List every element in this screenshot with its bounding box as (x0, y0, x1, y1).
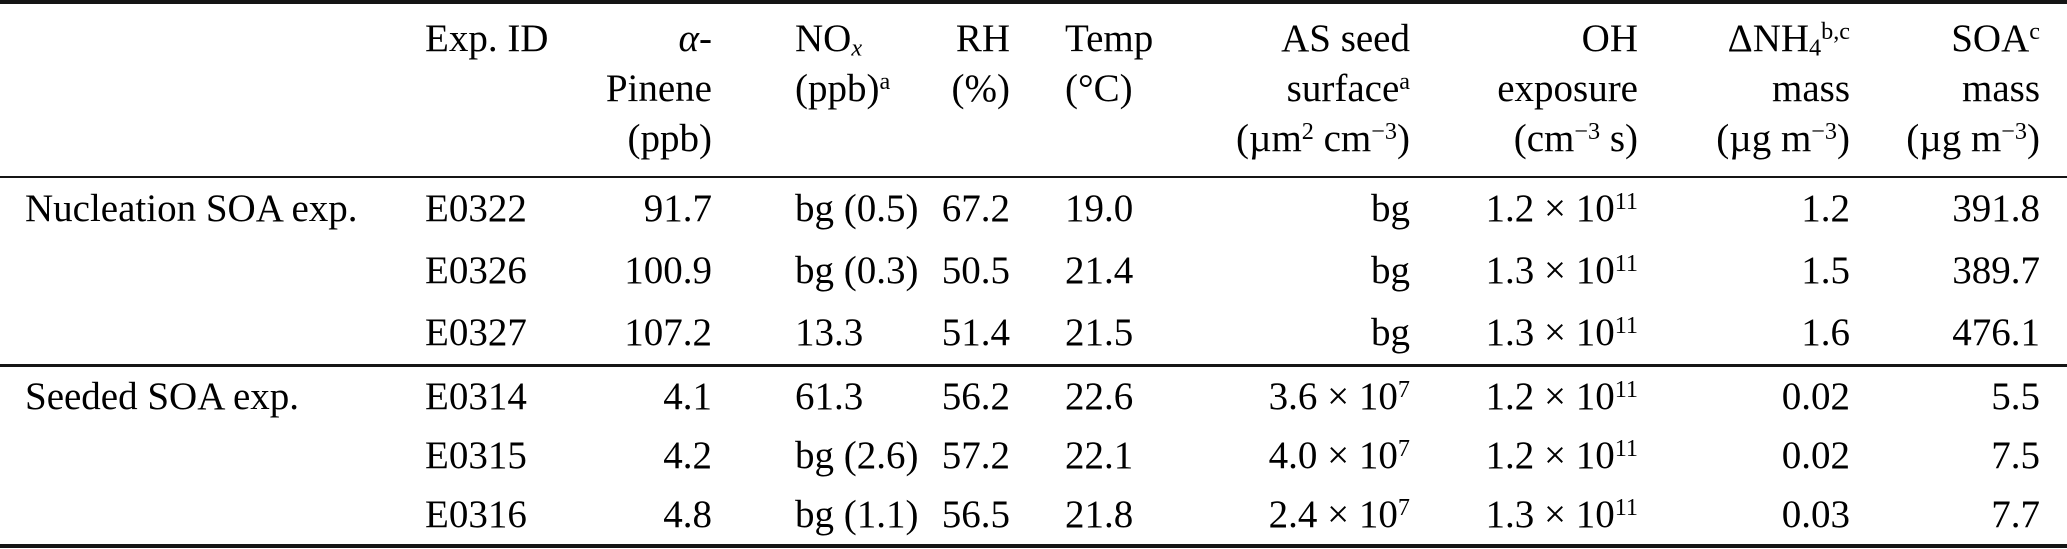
table-section-0: Nucleation SOA exp. E0322 91.7 bg (0.5) 67.2… (0, 177, 2067, 366)
cell-seed: 3.6 × 107 (1150, 364, 1410, 426)
cell-rh: 50.5 (941, 249, 1010, 292)
cell-soa: 7.5 (1991, 434, 2040, 477)
cell-nh4: 0.02 (1638, 364, 1850, 426)
table-row: Seeded SOA exp. E0314 4.1 61.3 56.2 22.6 3.6 ×… (0, 364, 2067, 546)
cell-soa: 7.7 (1991, 493, 2040, 536)
table-row: E0316 4.8 bg (1.1) 56.5 21.8 2.4 × 107 1.3 × 1… (0, 485, 2067, 546)
cell-soa: 391.8 (1952, 187, 2040, 230)
cell-pinene: 91.7 (643, 187, 712, 230)
column-header-temp: Temp (°C) (1010, 2, 1153, 178)
cell-temp: 21.4 (1065, 249, 1134, 292)
cell-nh4: 1.6 (1801, 311, 1850, 354)
cell-rh: 57.2 (941, 434, 1010, 477)
cell-exp_id: E0326 (425, 249, 527, 292)
cell-seed: 2.4 × 107 (1268, 493, 1410, 536)
cell-soa: 476.1 (1952, 311, 2040, 354)
section-label: Nucleation SOA exp. (25, 187, 358, 230)
column-header-nox: NOx (ppb)a (712, 2, 920, 178)
cell-pinene: 107.2 (624, 311, 712, 354)
cell-oh: 1.3 × 1011 (1485, 311, 1638, 354)
column-header-rh: RH (%) (920, 2, 1010, 178)
cell-pinene: 4.2 (663, 434, 712, 477)
cell-nh4: 1.2 (1801, 187, 1850, 230)
table-row: Nucleation SOA exp. E0322 91.7 bg (0.5) 67.2… (0, 177, 2067, 240)
cell-nox: bg (2.6) (795, 434, 919, 477)
column-header-seed: AS seed surfacea (µm2 cm−3) (1150, 2, 1410, 178)
section-label: Seeded SOA exp. (0, 364, 425, 546)
cell-oh: 1.3 × 1011 (1485, 249, 1638, 292)
cell-oh: 1.2 × 1011 (1410, 364, 1638, 426)
cell-soa: 5.5 (1850, 364, 2067, 426)
cell-rh: 56.5 (941, 493, 1010, 536)
cell-pinene: 4.8 (663, 493, 712, 536)
cell-nox: 13.3 (795, 311, 864, 354)
cell-exp_id: E0322 (425, 187, 527, 230)
column-header-exp_id: Exp. ID (425, 2, 560, 178)
cell-rh: 51.4 (941, 311, 1010, 354)
cell-soa: 389.7 (1952, 249, 2040, 292)
cell-seed: bg (1371, 249, 1410, 292)
cell-temp: 22.6 (1010, 364, 1150, 426)
table-row: E0327 107.2 13.3 51.4 21.5 bg 1.3 × 1011 1.6 476… (0, 302, 2067, 366)
cell-pinene: 100.9 (624, 249, 712, 292)
column-header-pinene: α- Pinene (ppb) (560, 2, 712, 178)
column-header-nh4: ΔNH4b,c mass (µg m−3) (1638, 2, 1850, 178)
cell-pinene: 4.1 (560, 364, 712, 426)
cell-seed: bg (1371, 311, 1410, 354)
cell-nh4: 0.03 (1781, 493, 1850, 536)
column-header-soa: SOAc mass (µg m−3) (1850, 2, 2067, 178)
column-header-oh: OH exposure (cm−3 s) (1410, 2, 1638, 178)
cell-oh: 1.2 × 1011 (1485, 187, 1638, 230)
table-row: E0315 4.2 bg (2.6) 57.2 22.1 4.0 × 107 1.2 × 1… (0, 426, 2067, 485)
cell-nh4: 1.5 (1801, 249, 1850, 292)
cell-temp: 19.0 (1065, 187, 1134, 230)
cell-oh: 1.2 × 1011 (1485, 434, 1638, 477)
cell-exp_id: E0314 (425, 364, 560, 426)
table-row: E0326 100.9 bg (0.3) 50.5 21.4 bg 1.3 × 1011 1.… (0, 240, 2067, 302)
cell-nh4: 0.02 (1781, 434, 1850, 477)
cell-exp_id: E0315 (425, 434, 527, 477)
column-header-label (0, 2, 425, 178)
cell-nox: 61.3 (712, 364, 920, 426)
cell-oh: 1.3 × 1011 (1485, 493, 1638, 536)
header-row: Exp. ID α- Pinene (ppb) NOx (ppb)a RH (%) Te… (0, 2, 2067, 178)
cell-nox: bg (0.5) (795, 187, 919, 230)
cell-exp_id: E0327 (425, 311, 527, 354)
table-section-1: Seeded SOA exp. E0314 4.1 61.3 56.2 22.6 3.6 ×… (0, 364, 2067, 546)
cell-seed: 4.0 × 107 (1268, 434, 1410, 477)
cell-temp: 21.5 (1065, 311, 1134, 354)
cell-rh: 56.2 (920, 364, 1010, 426)
cell-temp: 21.8 (1065, 493, 1134, 536)
cell-exp_id: E0316 (425, 493, 527, 536)
cell-nox: bg (1.1) (795, 493, 919, 536)
cell-nox: bg (0.3) (795, 249, 919, 292)
cell-temp: 22.1 (1065, 434, 1134, 477)
table-header: Exp. ID α- Pinene (ppb) NOx (ppb)a RH (%) Te… (0, 2, 2067, 178)
cell-rh: 67.2 (941, 187, 1010, 230)
cell-seed: bg (1371, 187, 1410, 230)
